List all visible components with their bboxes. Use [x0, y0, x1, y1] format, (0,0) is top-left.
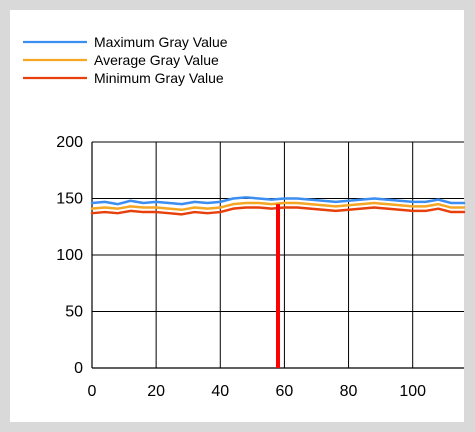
x-tick-label-1: 20	[147, 383, 165, 400]
y-tick-label-4: 200	[56, 134, 83, 151]
series-line-1	[90, 201, 466, 212]
y-tick-label-1: 50	[65, 304, 83, 321]
legend: Maximum Gray Value Average Gray Value Mini…	[23, 34, 228, 86]
x-tick-label-5: 100	[399, 383, 426, 400]
legend-label-1: Average Gray Value	[94, 52, 219, 68]
tick-labels: 0 50 100 150 200 0 20 40 60 80 100	[56, 134, 426, 400]
legend-label-2: Minimum Gray Value	[94, 70, 224, 86]
y-tick-label-0: 0	[74, 360, 83, 377]
legend-label-0: Maximum Gray Value	[94, 34, 228, 50]
x-tick-label-2: 40	[211, 383, 229, 400]
y-tick-label-3: 150	[56, 191, 83, 208]
series-line-0	[90, 196, 466, 206]
x-tick-label-4: 80	[340, 383, 358, 400]
x-tick-label-3: 60	[276, 383, 294, 400]
x-tick-label-0: 0	[88, 383, 97, 400]
y-tick-label-2: 100	[56, 247, 83, 264]
